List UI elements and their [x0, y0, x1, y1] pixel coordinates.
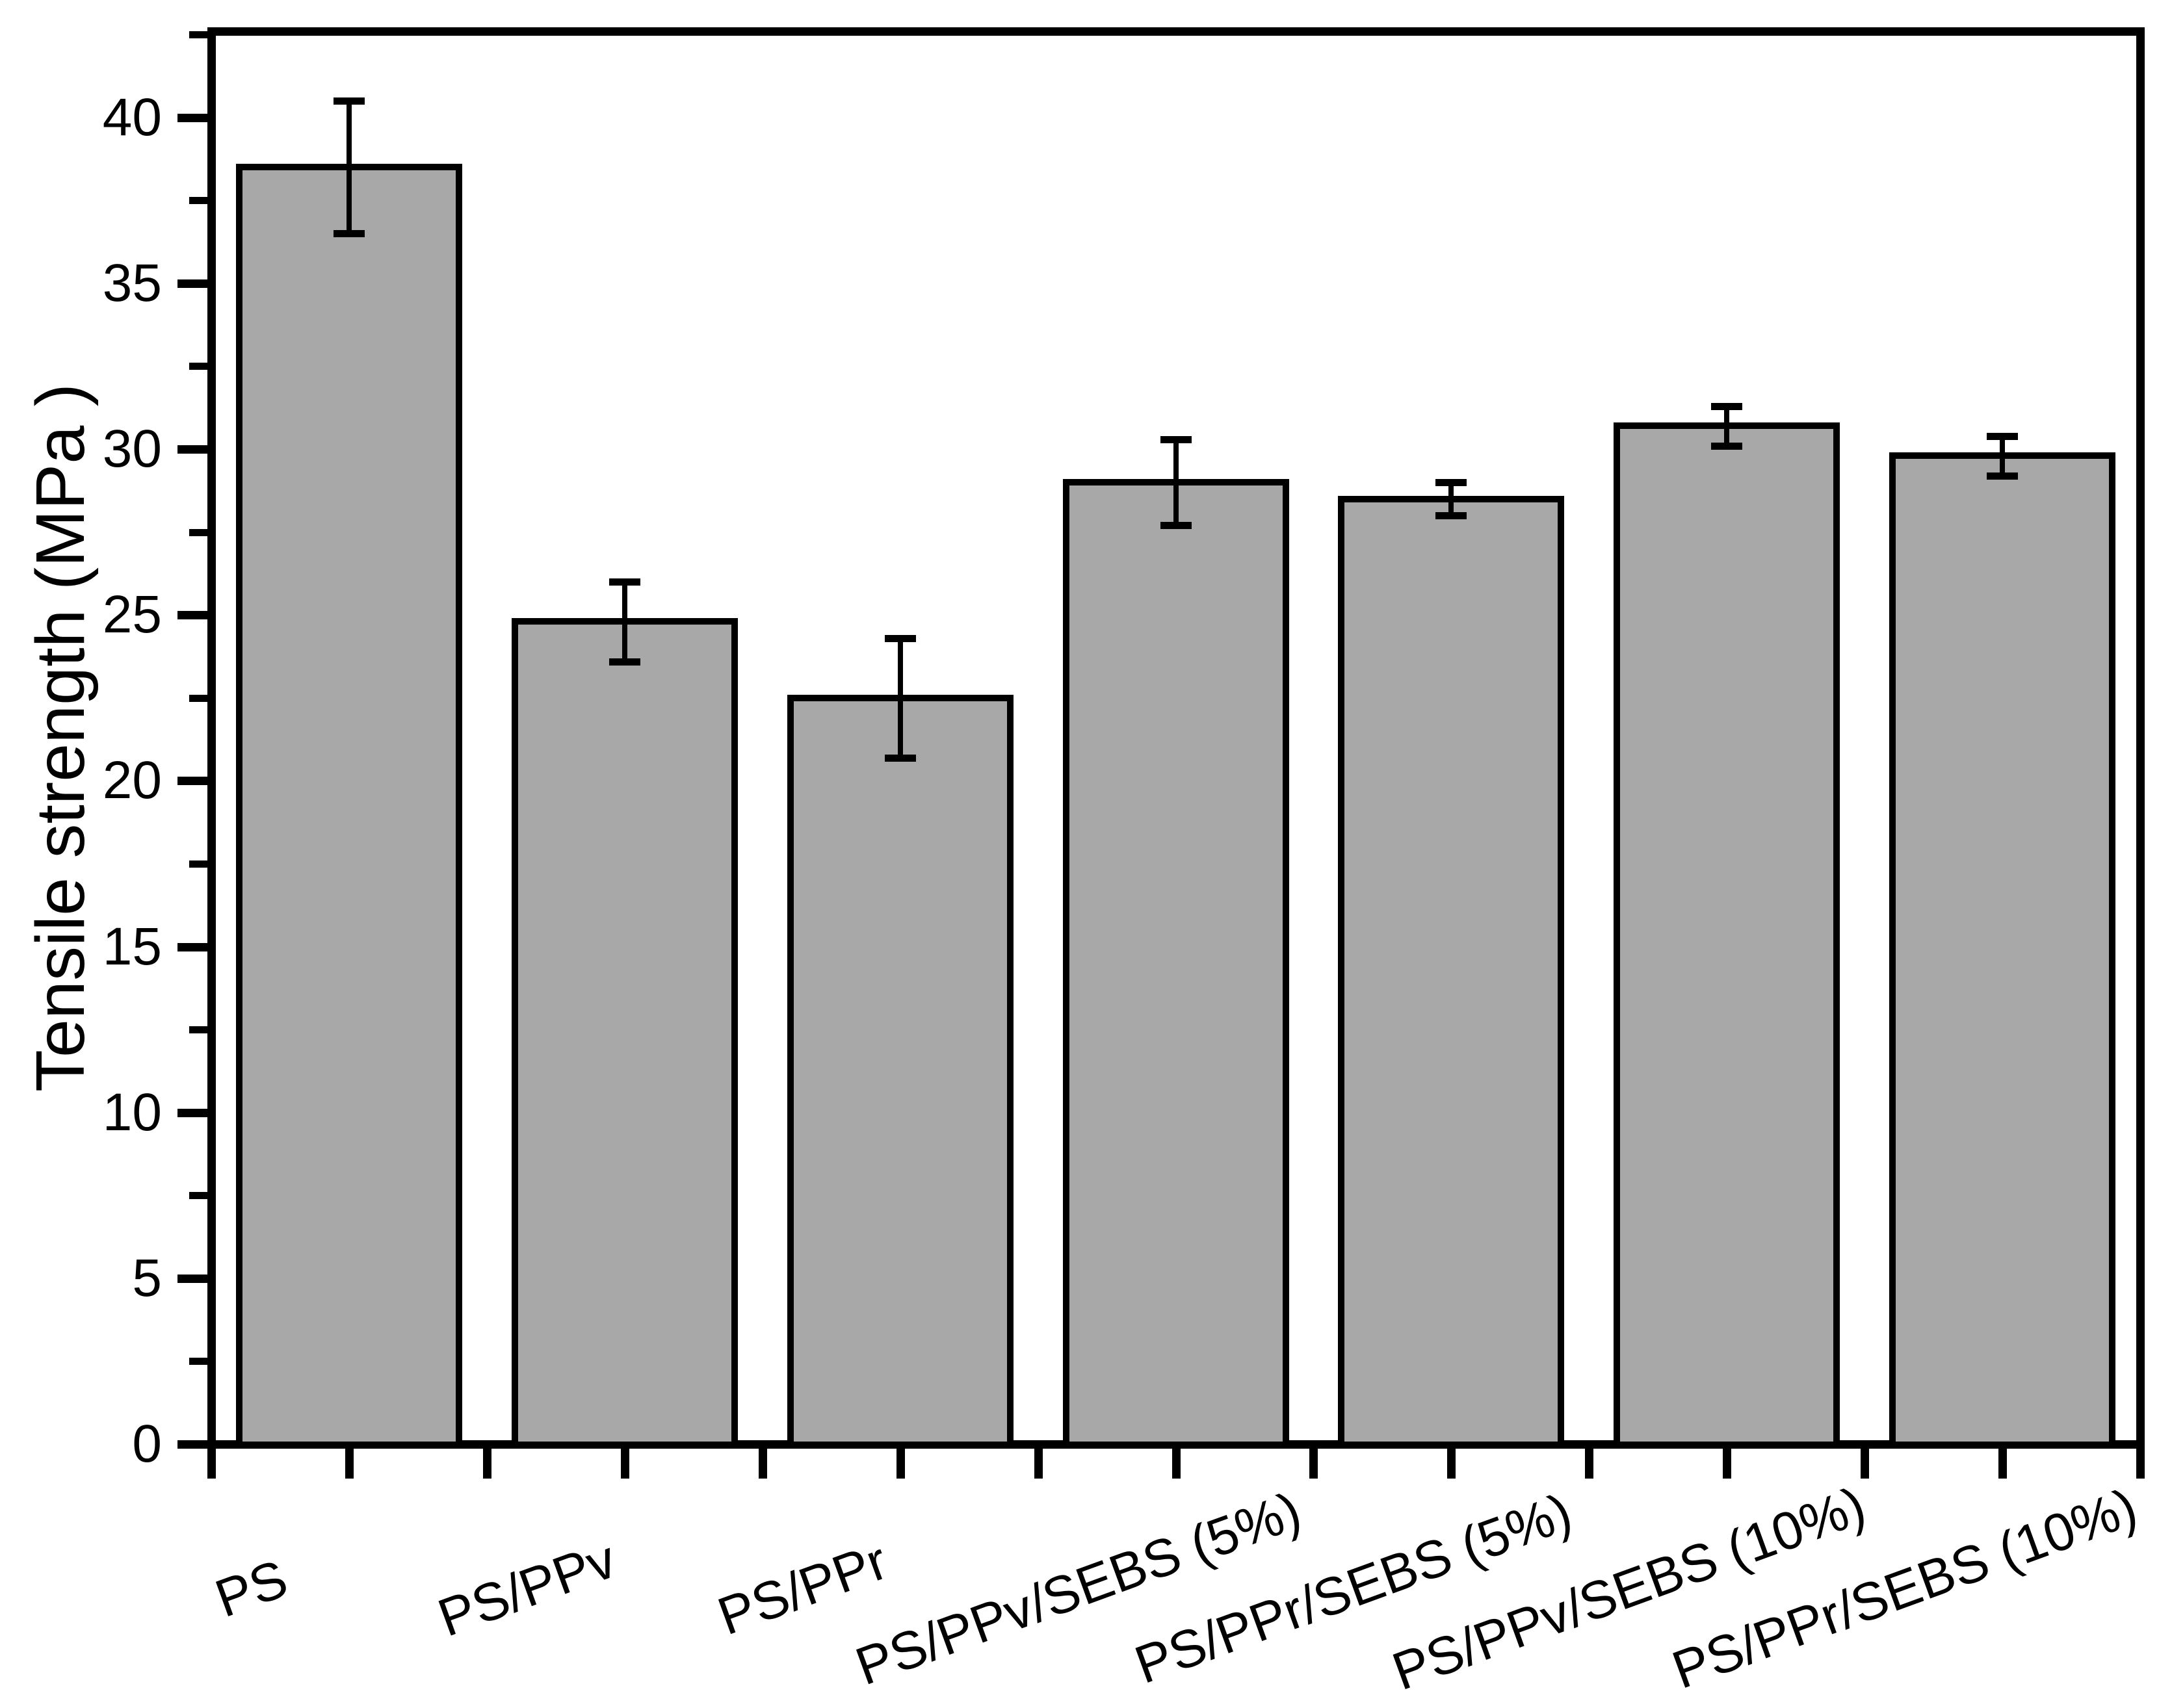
y-tick-label-30: 30	[102, 419, 162, 478]
y-tick-label-20: 20	[102, 751, 162, 810]
y-minor-tick-22.5	[189, 695, 207, 702]
y-tick-label-35: 35	[102, 253, 162, 313]
error-bar-cap-top-5	[1435, 479, 1467, 486]
error-bar-line-2	[622, 582, 627, 661]
error-bar-line-4	[1173, 439, 1179, 526]
bar-2	[512, 618, 738, 1448]
x-tick-label-7: PS/PPr/SEBS (10%)	[1664, 1477, 2145, 1700]
x-tick-8	[1309, 1449, 1318, 1479]
error-bar-cap-top-6	[1711, 403, 1742, 410]
x-tick-11	[1723, 1449, 1731, 1479]
y-minor-tick-37.5	[189, 197, 207, 204]
error-bar-cap-bottom-2	[609, 658, 640, 666]
x-tick-label-1: PS	[207, 1549, 295, 1629]
y-minor-tick-12.5	[189, 1026, 207, 1033]
bar-3	[787, 695, 1014, 1448]
y-major-tick-25	[177, 611, 207, 619]
y-tick-label-0: 0	[132, 1414, 162, 1473]
y-major-tick-0	[177, 1440, 207, 1449]
x-tick-label-4: PS/PPv/SEBS (5%)	[848, 1481, 1309, 1697]
y-minor-tick-17.5	[189, 860, 207, 868]
x-tick-14	[2136, 1449, 2145, 1479]
y-major-tick-40	[177, 114, 207, 122]
x-tick-2	[483, 1449, 491, 1479]
error-bar-cap-bottom-5	[1435, 512, 1467, 519]
y-major-tick-30	[177, 445, 207, 454]
error-bar-cap-top-4	[1160, 436, 1192, 443]
y-tick-label-10: 10	[102, 1083, 162, 1142]
x-tick-1	[345, 1449, 354, 1479]
x-tick-5	[896, 1449, 905, 1479]
bar-1	[236, 164, 462, 1448]
error-bar-cap-top-3	[885, 635, 916, 642]
y-axis-title: Tensile strength (MPa )	[22, 383, 99, 1092]
error-bar-cap-bottom-7	[1987, 472, 2018, 480]
error-bar-line-5	[1448, 482, 1454, 515]
x-tick-label-3: PS/PPr	[710, 1531, 895, 1647]
bar-6	[1614, 422, 1840, 1448]
x-tick-4	[759, 1449, 767, 1479]
x-tick-10	[1585, 1449, 1593, 1479]
error-bar-line-1	[347, 101, 352, 233]
y-major-tick-20	[177, 777, 207, 785]
y-minor-tick-7.5	[189, 1192, 207, 1199]
error-bar-cap-top-2	[609, 578, 640, 586]
error-bar-cap-top-1	[334, 97, 365, 105]
y-tick-label-40: 40	[102, 88, 162, 147]
x-tick-label-6: PS/PPv/SEBS (10%)	[1385, 1475, 1874, 1702]
x-tick-13	[1998, 1449, 2007, 1479]
y-minor-tick-2.5	[189, 1358, 207, 1365]
error-bar-cap-bottom-4	[1160, 522, 1192, 529]
error-bar-line-7	[2000, 436, 2005, 476]
error-bar-cap-top-7	[1987, 433, 2018, 440]
y-minor-tick-27.5	[189, 529, 207, 536]
bar-7	[1889, 452, 2115, 1448]
y-minor-tick-42.5	[189, 31, 207, 38]
error-bar-line-3	[898, 638, 903, 758]
bar-4	[1063, 479, 1289, 1448]
x-tick-9	[1447, 1449, 1456, 1479]
error-bar-line-6	[1724, 406, 1729, 446]
x-tick-label-2: PS/PPv	[430, 1529, 624, 1648]
x-tick-3	[621, 1449, 629, 1479]
y-major-tick-35	[177, 279, 207, 288]
error-bar-cap-bottom-1	[334, 230, 365, 237]
error-bar-cap-bottom-3	[885, 755, 916, 762]
bar-5	[1338, 496, 1564, 1448]
y-tick-label-15: 15	[102, 917, 162, 976]
x-tick-7	[1172, 1449, 1181, 1479]
x-tick-0	[207, 1449, 216, 1479]
y-tick-label-5: 5	[132, 1249, 162, 1308]
y-major-tick-15	[177, 943, 207, 951]
y-minor-tick-32.5	[189, 363, 207, 370]
y-major-tick-5	[177, 1275, 207, 1283]
x-tick-12	[1861, 1449, 1869, 1479]
y-tick-label-25: 25	[102, 585, 162, 644]
error-bar-cap-bottom-6	[1711, 443, 1742, 450]
y-major-tick-10	[177, 1109, 207, 1117]
x-tick-6	[1034, 1449, 1043, 1479]
